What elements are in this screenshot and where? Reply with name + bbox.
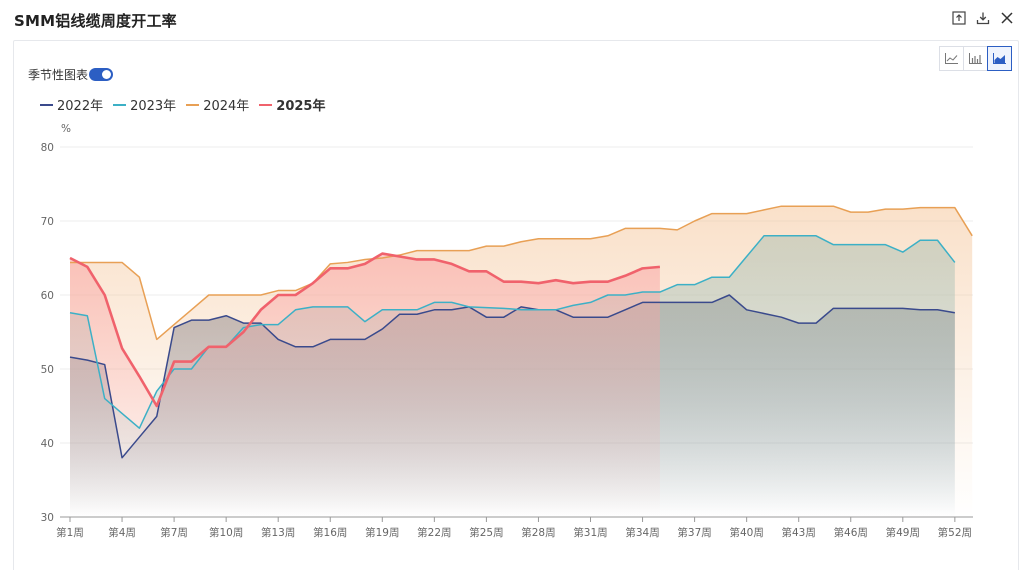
legend-item[interactable]: 2022年 xyxy=(40,95,103,114)
header: SMM铝线缆周度开工率 xyxy=(0,0,1024,40)
series-line[interactable] xyxy=(69,252,661,408)
chart-panel xyxy=(13,40,1019,570)
y-unit-label: % xyxy=(61,123,71,135)
legend-item[interactable]: 2024年 xyxy=(186,95,249,114)
legend-label: 2023年 xyxy=(130,99,177,114)
legend-label: 2022年 xyxy=(57,99,104,114)
y-tick-label: 40 xyxy=(41,438,54,450)
legend-label: 2024年 xyxy=(203,99,250,114)
legend-item[interactable]: 2023年 xyxy=(113,95,176,114)
header-actions xyxy=(950,9,1016,27)
area-fills xyxy=(70,206,973,518)
download-icon[interactable] xyxy=(974,9,992,27)
x-tick-label: 第49周 xyxy=(886,526,920,539)
x-tick-label: 第52周 xyxy=(938,526,972,539)
y-tick-label: 60 xyxy=(41,290,54,302)
series-area xyxy=(70,253,660,517)
legend-swatch xyxy=(186,103,200,106)
x-tick-label: 第1周 xyxy=(56,526,84,539)
x-tick-label: 第31周 xyxy=(573,526,607,539)
legend-swatch xyxy=(40,103,53,106)
seasonal-toggle[interactable] xyxy=(89,68,114,81)
chart-legend: 2022年 2023年 2024年 2025年 xyxy=(40,95,335,114)
x-tick-label: 第43周 xyxy=(782,526,816,539)
y-tick-label: 50 xyxy=(41,364,54,376)
page-title: SMM铝线缆周度开工率 xyxy=(14,12,177,30)
x-tick-label: 第4周 xyxy=(108,526,136,539)
legend-swatch xyxy=(113,103,127,106)
x-tick-label: 第13周 xyxy=(261,526,295,539)
x-tick-label: 第10周 xyxy=(209,526,243,539)
x-tick-label: 第34周 xyxy=(625,526,659,539)
x-tick-label: 第40周 xyxy=(729,526,763,539)
close-icon[interactable] xyxy=(998,9,1016,27)
legend-item[interactable]: 2025年 xyxy=(259,95,325,114)
x-tick-label: 第37周 xyxy=(677,526,711,539)
x-tick-label: 第7周 xyxy=(160,526,188,539)
seasonal-toggle-group: 季节性图表 xyxy=(28,66,114,83)
area-chart-icon[interactable] xyxy=(987,46,1012,71)
x-tick-label: 第22周 xyxy=(417,526,451,539)
series-line[interactable] xyxy=(70,205,973,341)
legend-label: 2025年 xyxy=(276,99,326,114)
y-tick-label: 70 xyxy=(41,216,54,228)
line-chart-icon[interactable] xyxy=(939,46,964,71)
chart-type-switch xyxy=(939,46,1012,71)
x-tick-label: 第28周 xyxy=(521,526,555,539)
x-tick-label: 第46周 xyxy=(834,526,868,539)
series-lines xyxy=(69,205,973,459)
x-tick-label: 第16周 xyxy=(313,526,347,539)
x-tick-label: 第25周 xyxy=(469,526,503,539)
y-tick-label: 30 xyxy=(41,512,54,524)
y-tick-label: 80 xyxy=(41,142,54,154)
x-tick-label: 第19周 xyxy=(365,526,399,539)
export-icon[interactable] xyxy=(950,9,968,27)
series-line[interactable] xyxy=(69,294,955,459)
legend-swatch xyxy=(259,103,273,106)
seasonal-label: 季节性图表 xyxy=(28,68,89,82)
bar-chart-icon[interactable] xyxy=(963,46,988,71)
